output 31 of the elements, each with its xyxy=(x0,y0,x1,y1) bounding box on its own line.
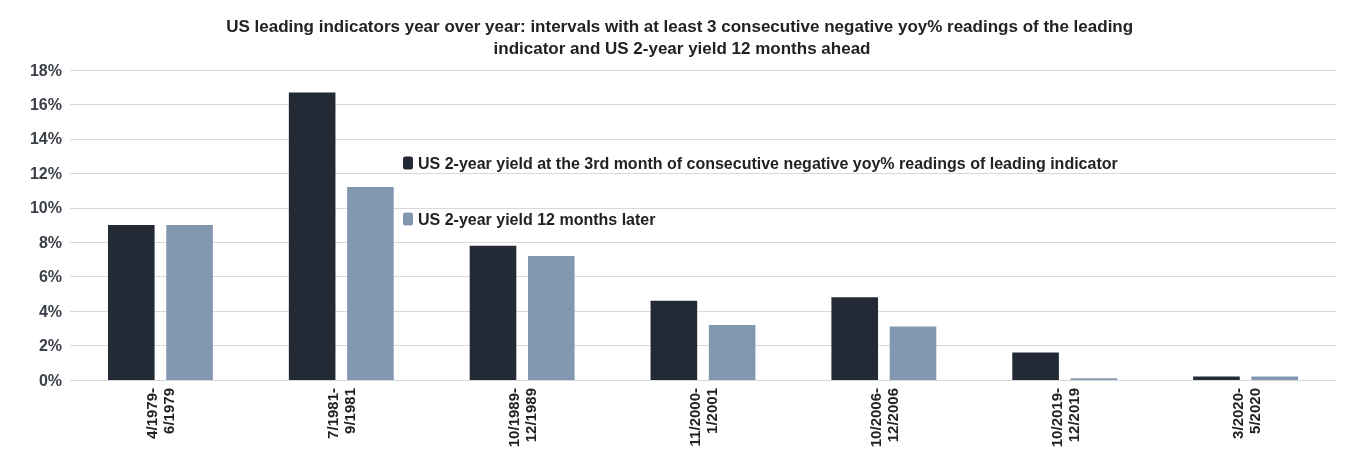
chart-title: US leading indicators year over year: intervals with at least 3 consecutive negative yoy% readings of the leading indicator and US 2-year yield 12 months ahead xyxy=(226,16,1138,58)
bar xyxy=(889,326,937,380)
bar xyxy=(1012,352,1059,380)
x-tick-label: 10/2006- 12/2006 xyxy=(866,388,901,448)
x-tick-label: 4/1979- 6/1979 xyxy=(143,388,178,439)
y-tick-label: 6% xyxy=(38,268,62,286)
bar xyxy=(347,187,394,380)
bar xyxy=(107,225,155,380)
y-tick-label: 10% xyxy=(29,199,62,217)
y-tick-label: 12% xyxy=(29,164,62,182)
x-tick-label: 11/2000- 1/2001 xyxy=(686,388,720,447)
bar xyxy=(469,245,517,380)
y-tick-label: 16% xyxy=(29,95,62,113)
x-tick-label: 10/1989- 12/1989 xyxy=(505,388,540,448)
bar xyxy=(166,225,213,380)
x-tick-label: 7/1981- 9/1981 xyxy=(324,388,359,439)
bar xyxy=(527,256,575,380)
legend-label: US 2-year yield at the 3rd month of consecutive negative yoy% readings of leading indicator xyxy=(418,154,1118,172)
y-tick-label: 14% xyxy=(29,130,62,148)
bar xyxy=(650,300,698,380)
y-tick-label: 18% xyxy=(29,61,62,79)
bar xyxy=(288,92,336,380)
y-tick-label: 0% xyxy=(38,371,62,389)
bar xyxy=(831,297,879,380)
y-tick-label: 4% xyxy=(38,302,62,320)
y-tick-label: 2% xyxy=(38,337,62,355)
bar xyxy=(708,324,756,380)
x-tick-label: 3/2020- 5/2020 xyxy=(1228,388,1263,439)
legend-label: US 2-year yield 12 months later xyxy=(418,210,656,228)
y-tick-label: 8% xyxy=(38,233,62,251)
x-tick-label: 10/2019- 12/2019 xyxy=(1047,388,1082,448)
